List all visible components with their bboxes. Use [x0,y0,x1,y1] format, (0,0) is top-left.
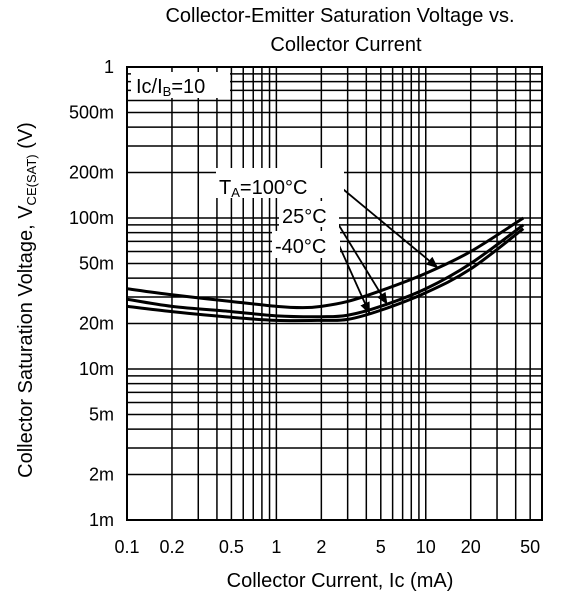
plot-frame [126,66,543,521]
series-label-minus40c: -40°C [275,236,326,258]
arrow-100c [337,184,439,269]
y-tick-label: 1 [104,57,114,77]
y-tick-label: 100m [69,208,114,228]
arrow-minus40c [337,242,371,315]
condition-label: Ic/IB=10 [136,76,205,99]
tick-labels: 0.1 0.2 0.5 1 2 5 10 20 50 1 500m 200m 100m 50m 20m 10m… [69,57,540,557]
series-label-bg-100c [216,168,344,198]
y-tick-label: 50m [79,253,114,273]
series-label-25c: 25°C [282,206,327,228]
chart-title-line2: Collector Current [270,34,422,56]
y-tick-label: 2m [89,465,114,485]
y-tick-label: 1m [89,510,114,530]
y-tick-label: 10m [79,359,114,379]
chart-title-line1: Collector-Emitter Saturation Voltage vs. [165,5,514,27]
x-tick-label: 50 [520,537,540,557]
series-lines [126,216,525,323]
x-tick-label: 5 [376,537,386,557]
grid [127,67,543,520]
series-label-bg-25c [279,201,339,227]
annotations [331,184,439,315]
y-tick-label: 200m [69,163,114,183]
series-line-25c [126,223,525,319]
series-label-bg-40c [272,231,340,258]
x-tick-label: 10 [416,537,436,557]
y-axis-label: Collector Saturation Voltage, VCE(SAT) (… [15,122,39,478]
x-tick-label: 1 [271,537,281,557]
arrow-25c [331,213,388,305]
x-tick-label: 0.2 [159,537,184,557]
condition-label-bg [131,72,230,98]
x-tick-label: 2 [316,537,326,557]
series-line-minus40c [126,227,525,323]
series-label-100c: TA=100°C [219,177,307,200]
y-tick-label: 5m [89,404,114,424]
x-tick-label: 20 [461,537,481,557]
x-axis-label: Collector Current, Ic (mA) [227,570,454,592]
y-tick-label: 500m [69,102,114,122]
x-tick-label: 0.1 [114,537,139,557]
y-tick-label: 20m [79,314,114,334]
series-line-100c [126,216,525,310]
x-tick-label: 0.5 [219,537,244,557]
